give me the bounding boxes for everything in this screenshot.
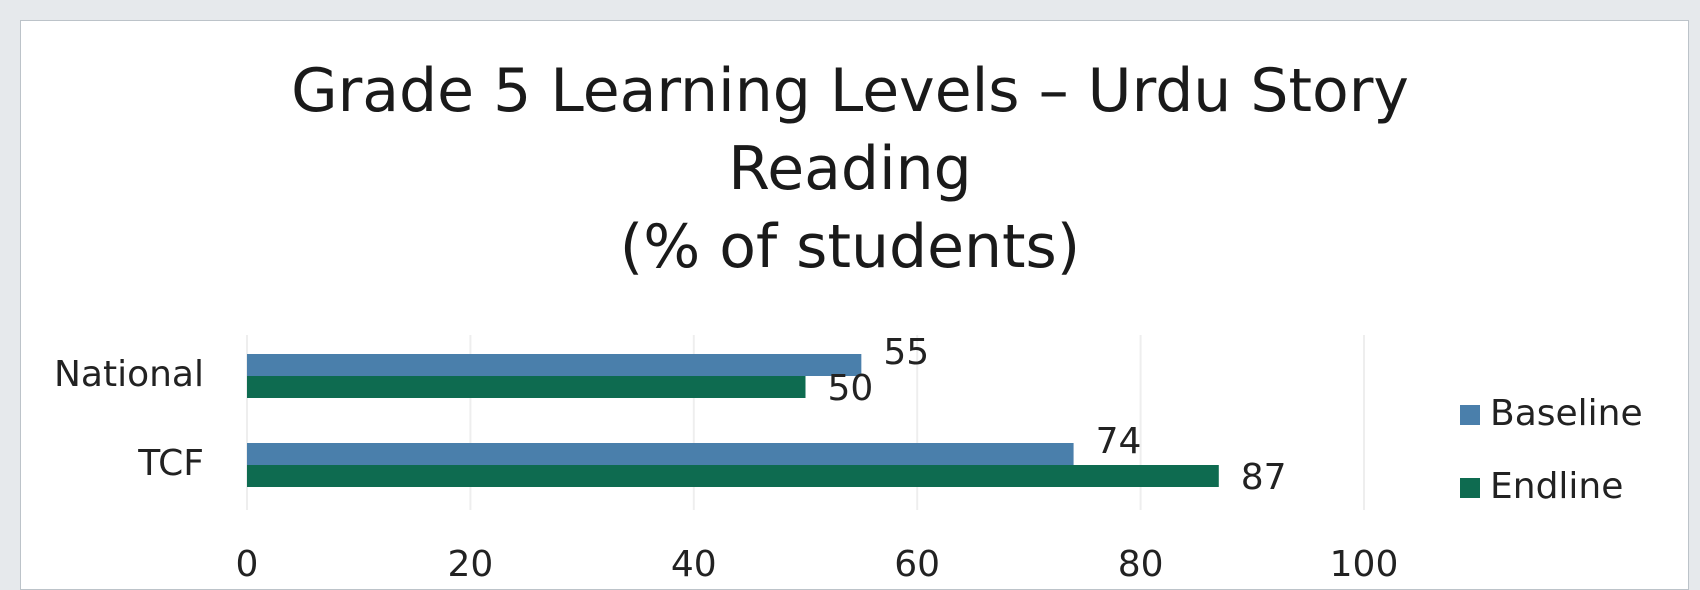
data-label: 74	[1096, 421, 1142, 462]
chart-title-block: Grade 5 Learning Levels – Urdu Story Rea…	[280, 52, 1420, 286]
x-tick-label: 80	[1118, 544, 1164, 585]
bar	[247, 465, 1219, 487]
chart-title: Grade 5 Learning Levels – Urdu Story Rea…	[291, 56, 1409, 204]
bar	[247, 443, 1074, 465]
data-label: 55	[883, 332, 929, 373]
x-tick-label: 0	[236, 544, 259, 585]
x-tick-label: 60	[894, 544, 940, 585]
y-tick-label: National	[54, 354, 204, 395]
data-label: 50	[828, 368, 874, 409]
legend-swatch	[1460, 478, 1480, 498]
data-label: 87	[1241, 457, 1287, 498]
x-tick-label: 100	[1330, 544, 1399, 585]
x-tick-label: 20	[447, 544, 493, 585]
bar	[247, 376, 806, 398]
y-tick-label: TCF	[137, 443, 204, 484]
legend-label: Baseline	[1490, 393, 1643, 434]
legend-label: Endline	[1490, 466, 1623, 507]
chart-subtitle: (% of students)	[619, 212, 1081, 282]
x-tick-label: 40	[671, 544, 717, 585]
chart-panel	[20, 20, 1689, 590]
legend-swatch	[1460, 405, 1480, 425]
bar	[247, 354, 862, 376]
